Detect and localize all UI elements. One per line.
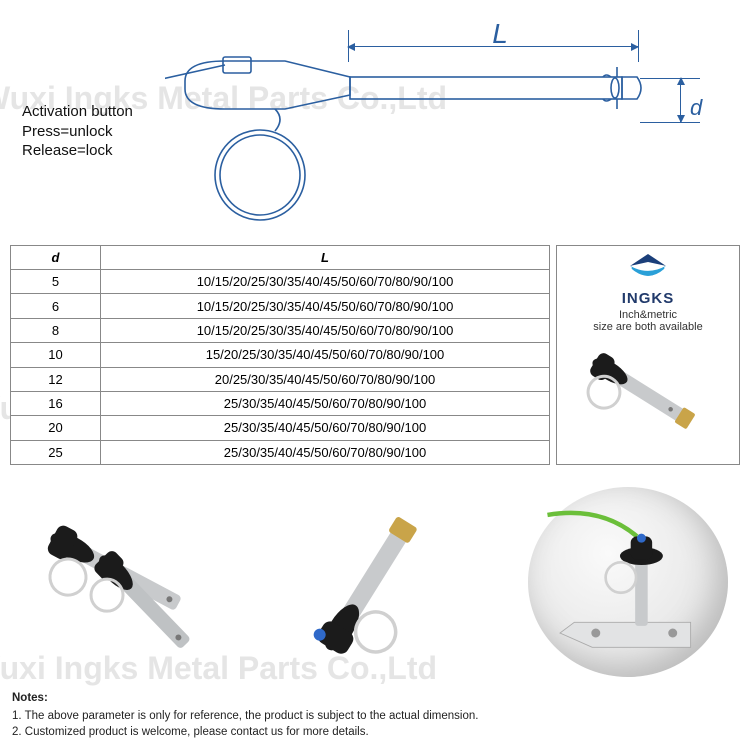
table-row: 2525/30/35/40/45/50/60/70/80/90/100 (11, 440, 550, 464)
dimension-d-line (680, 78, 681, 122)
cell-L: 10/15/20/25/30/35/40/45/50/60/70/80/90/1… (101, 294, 550, 318)
annotation-line: Activation button (22, 102, 133, 122)
brand-subtitle: Inch&metricsize are both available (593, 309, 702, 333)
table-row: 1625/30/35/40/45/50/60/70/80/90/100 (11, 391, 550, 415)
notes-section: Notes: 1. The above parameter is only fo… (12, 690, 478, 740)
product-photo-illustration (275, 487, 475, 677)
table-row: 810/15/20/25/30/35/40/45/50/60/70/80/90/… (11, 318, 550, 342)
cell-L: 25/30/35/40/45/50/60/70/80/90/100 (101, 440, 550, 464)
product-photo-illustration (22, 487, 222, 677)
notes-line: 1. The above parameter is only for refer… (12, 708, 478, 724)
cell-d: 6 (11, 294, 101, 318)
table-header-row: d L (11, 246, 550, 270)
cell-L: 25/30/35/40/45/50/60/70/80/90/100 (101, 391, 550, 415)
cell-L: 25/30/35/40/45/50/60/70/80/90/100 (101, 416, 550, 440)
ingks-logo-icon (626, 252, 670, 290)
annotation-line: Release=lock (22, 141, 133, 161)
cell-L: 10/15/20/25/30/35/40/45/50/60/70/80/90/1… (101, 270, 550, 294)
cell-d: 25 (11, 440, 101, 464)
annotation-line: Press=unlock (22, 122, 133, 142)
dimension-d-label: d (690, 95, 702, 121)
dimension-d-extension (640, 122, 700, 123)
dimension-L-line (348, 46, 638, 47)
cell-L: 15/20/25/30/35/40/45/50/60/70/80/90/100 (101, 343, 550, 367)
product-thumbnail-icon (573, 339, 723, 458)
annotation-text: Activation button Press=unlock Release=l… (22, 102, 133, 161)
size-table: d L 510/15/20/25/30/35/40/45/50/60/70/80… (10, 245, 550, 465)
cell-d: 10 (11, 343, 101, 367)
notes-heading: Notes: (12, 690, 478, 706)
cell-d: 12 (11, 367, 101, 391)
product-in-fixture-icon (538, 497, 718, 667)
cell-d: 20 (11, 416, 101, 440)
product-photo-illustration (528, 487, 728, 677)
dimension-d-extension (640, 78, 700, 79)
notes-line: 2. Customized product is welcome, please… (12, 724, 478, 740)
table-row: 1220/25/30/35/40/45/50/60/70/80/90/100 (11, 367, 550, 391)
header-d: d (11, 246, 101, 270)
brand-name: INGKS (622, 290, 675, 307)
cell-d: 5 (11, 270, 101, 294)
engineering-diagram: L d Activation button Press=unlock Relea… (0, 0, 750, 245)
table-row: 1015/20/25/30/35/40/45/50/60/70/80/90/10… (11, 343, 550, 367)
cell-L: 20/25/30/35/40/45/50/60/70/80/90/100 (101, 367, 550, 391)
header-L: L (101, 246, 550, 270)
pin-outline-icon (165, 55, 645, 235)
brand-panel: INGKS Inch&metricsize are both available (556, 245, 740, 465)
cell-d: 8 (11, 318, 101, 342)
table-row: 510/15/20/25/30/35/40/45/50/60/70/80/90/… (11, 270, 550, 294)
table-row: 610/15/20/25/30/35/40/45/50/60/70/80/90/… (11, 294, 550, 318)
cell-L: 10/15/20/25/30/35/40/45/50/60/70/80/90/1… (101, 318, 550, 342)
table-row: 2025/30/35/40/45/50/60/70/80/90/100 (11, 416, 550, 440)
cell-d: 16 (11, 391, 101, 415)
